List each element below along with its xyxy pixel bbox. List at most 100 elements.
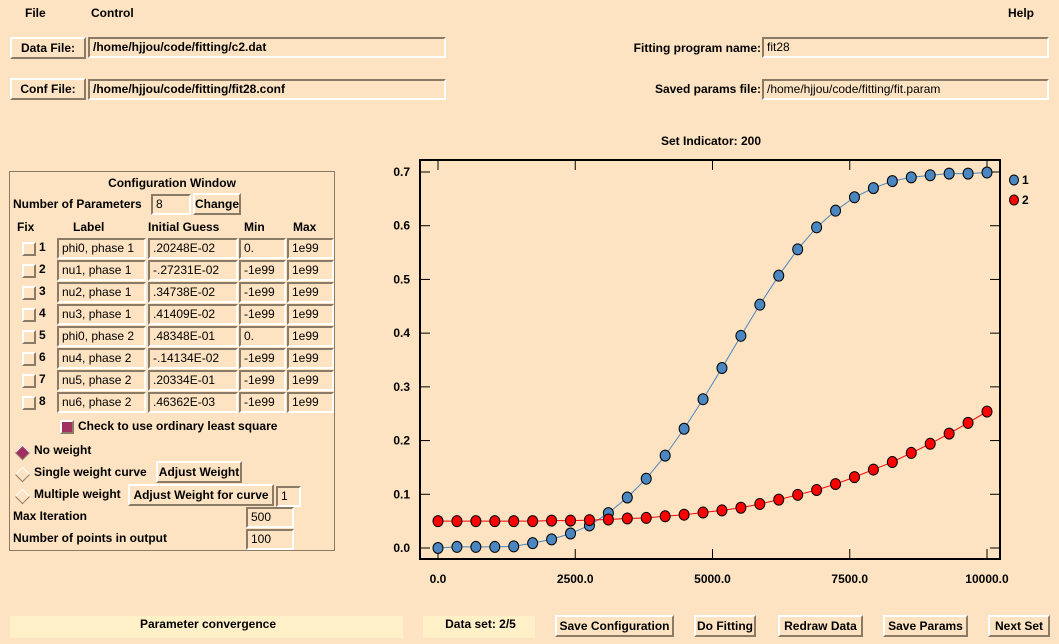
initial-guess-input[interactable]: -.14134E-02 [148, 348, 238, 369]
program-name-input[interactable]: fit28 [762, 37, 1049, 58]
series-1-point [640, 472, 652, 485]
initial-guess-input[interactable]: .34738E-02 [148, 282, 238, 303]
series-1-point [962, 167, 974, 180]
series-1-point [659, 449, 671, 462]
initial-guess-input[interactable]: .48348E-01 [148, 326, 238, 347]
series-1-point [527, 537, 539, 550]
saved-params-label: Saved params file: [654, 82, 761, 96]
fix-checkbox[interactable] [22, 330, 36, 344]
series-2-point [527, 515, 539, 528]
series-2-point [735, 501, 747, 514]
initial-guess-input[interactable]: .46362E-03 [148, 392, 238, 413]
header-initial-guess: Initial Guess [148, 220, 220, 234]
status-bar: Parameter convergence [10, 616, 403, 638]
series-2-point [565, 514, 577, 527]
ols-checkbox[interactable] [60, 420, 74, 434]
fix-checkbox[interactable] [22, 242, 36, 256]
fix-checkbox[interactable] [22, 264, 36, 278]
series-1-point [716, 362, 728, 375]
fix-checkbox[interactable] [22, 374, 36, 388]
next-set-button[interactable]: Next Set [988, 615, 1050, 637]
multiple-weight-radio[interactable] [14, 488, 31, 505]
param-label-input[interactable]: nu5, phase 2 [57, 370, 146, 391]
series-1-point [432, 542, 444, 554]
series-2-point [621, 512, 633, 525]
series-1-point [792, 243, 804, 256]
header-fix: Fix [17, 220, 35, 234]
min-input[interactable]: 0. [239, 326, 286, 347]
series-1-point [943, 167, 955, 180]
series-2-point [659, 510, 671, 523]
series-2-point [943, 427, 955, 440]
max-input[interactable]: 1e99 [287, 304, 334, 325]
param-label-input[interactable]: phi0, phase 2 [57, 326, 146, 347]
adjust-weight-curve-button[interactable]: Adjust Weight for curve [128, 484, 274, 506]
npoints-input[interactable]: 100 [246, 529, 294, 550]
param-number: 1 [39, 240, 46, 254]
fix-checkbox[interactable] [22, 286, 36, 300]
min-input[interactable]: -1e99 [239, 304, 286, 325]
conf-file-button[interactable]: Conf File: [10, 78, 86, 100]
initial-guess-input[interactable]: -.27231E-02 [148, 260, 238, 281]
data-file-input[interactable]: /home/hjjou/code/fitting/c2.dat [88, 37, 446, 58]
min-input[interactable]: 0. [239, 238, 286, 259]
max-input[interactable]: 1e99 [287, 392, 334, 413]
initial-guess-input[interactable]: .20248E-02 [148, 238, 238, 259]
menu-help[interactable]: Help [1008, 6, 1035, 20]
legend-marker [1009, 194, 1019, 206]
save-params-button[interactable]: Save Params [883, 615, 968, 637]
saved-params-input[interactable]: /home/hjjou/code/fitting/fit.param [762, 79, 1049, 100]
conf-file-input[interactable]: /home/hjjou/code/fitting/fit28.conf [88, 79, 446, 100]
min-input[interactable]: -1e99 [239, 282, 286, 303]
min-input[interactable]: -1e99 [239, 370, 286, 391]
max-iteration-label: Max Iteration [13, 509, 88, 523]
series-1-point [886, 175, 898, 188]
series-1-point [924, 169, 936, 182]
fix-checkbox[interactable] [22, 352, 36, 366]
menu-control[interactable]: Control [91, 6, 134, 20]
fix-checkbox[interactable] [22, 396, 36, 410]
legend-label: 2 [1022, 193, 1029, 207]
menu-file[interactable]: File [25, 6, 46, 20]
max-iteration-input[interactable]: 500 [246, 507, 294, 528]
header-max: Max [293, 220, 317, 234]
min-input[interactable]: -1e99 [239, 348, 286, 369]
series-2-point [546, 514, 558, 527]
series-1-point [621, 491, 633, 504]
max-input[interactable]: 1e99 [287, 260, 334, 281]
y-tick-label: 0.0 [393, 541, 410, 555]
series-2-point [905, 446, 917, 459]
max-input[interactable]: 1e99 [287, 326, 334, 347]
param-label-input[interactable]: nu6, phase 2 [57, 392, 146, 413]
series-2-point [811, 483, 823, 496]
param-number: 2 [39, 262, 46, 276]
initial-guess-input[interactable]: .20334E-01 [148, 370, 238, 391]
y-tick-label: 0.7 [393, 165, 410, 179]
do-fitting-button[interactable]: Do Fitting [694, 615, 756, 637]
y-tick-label: 0.4 [393, 326, 410, 340]
max-input[interactable]: 1e99 [287, 238, 334, 259]
curve-number-input[interactable]: 1 [276, 486, 301, 507]
num-params-input[interactable]: 8 [151, 194, 191, 215]
data-file-button[interactable]: Data File: [10, 37, 86, 59]
param-label-input[interactable]: nu1, phase 1 [57, 260, 146, 281]
max-input[interactable]: 1e99 [287, 370, 334, 391]
min-input[interactable]: -1e99 [239, 260, 286, 281]
param-label-input[interactable]: nu4, phase 2 [57, 348, 146, 369]
save-configuration-button[interactable]: Save Configuration [555, 615, 674, 637]
redraw-data-button[interactable]: Redraw Data [778, 615, 863, 637]
max-input[interactable]: 1e99 [287, 348, 334, 369]
y-tick-label: 0.5 [393, 272, 410, 286]
no-weight-radio[interactable] [14, 444, 31, 461]
change-button[interactable]: Change [193, 193, 241, 215]
param-label-input[interactable]: nu2, phase 1 [57, 282, 146, 303]
single-weight-radio[interactable] [14, 466, 31, 483]
param-label-input[interactable]: nu3, phase 1 [57, 304, 146, 325]
initial-guess-input[interactable]: .41409E-02 [148, 304, 238, 325]
min-input[interactable]: -1e99 [239, 392, 286, 413]
param-label-input[interactable]: phi0, phase 1 [57, 238, 146, 259]
max-input[interactable]: 1e99 [287, 282, 334, 303]
series-1-point [546, 533, 558, 546]
adjust-weight-button[interactable]: Adjust Weight [156, 461, 242, 483]
fix-checkbox[interactable] [22, 308, 36, 322]
